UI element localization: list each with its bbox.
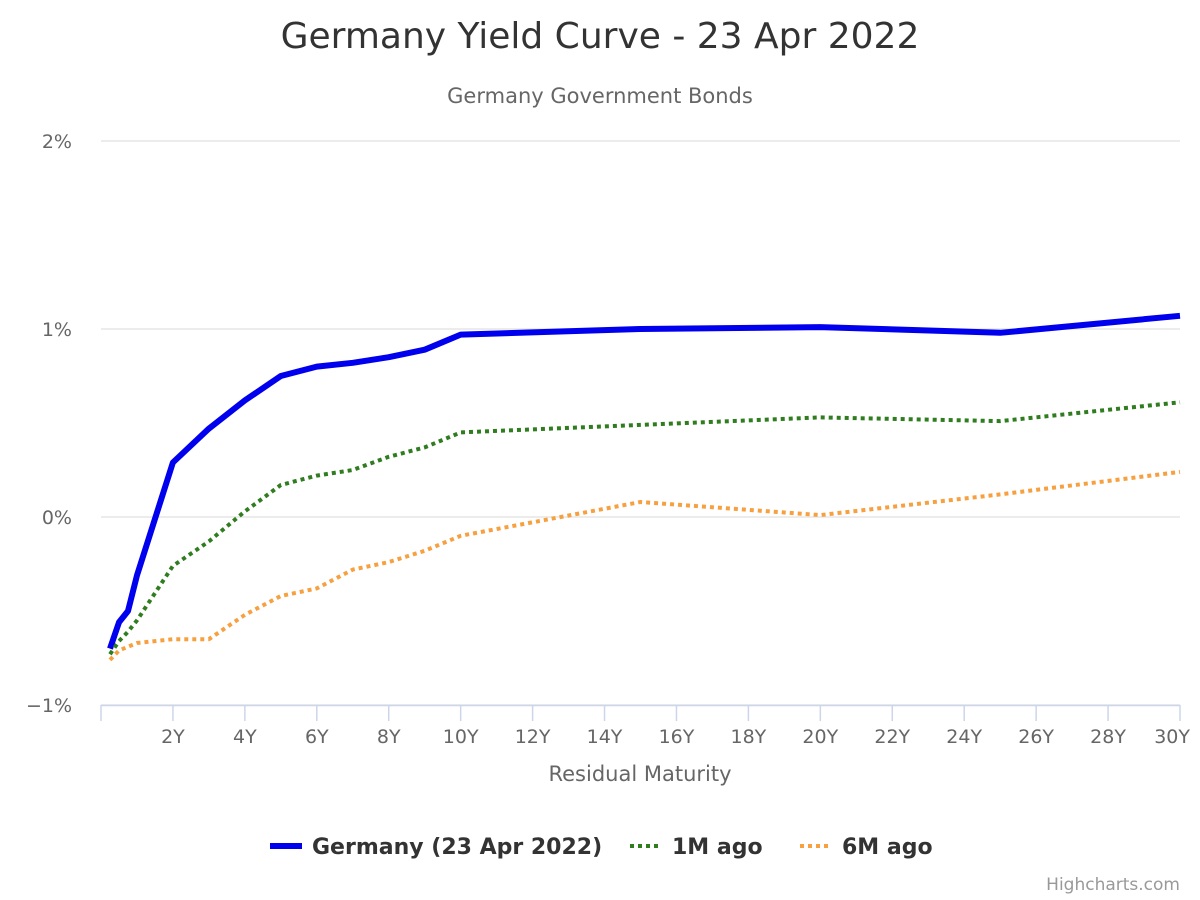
y-tick-label: 2% xyxy=(42,131,72,153)
x-axis-title: Residual Maturity xyxy=(548,762,731,786)
x-tick-label: 26Y xyxy=(1018,726,1054,748)
x-tick-label: 4Y xyxy=(233,726,257,748)
legend-item-0[interactable]: Germany (23 Apr 2022) xyxy=(270,835,602,860)
y-axis: 2% 1% 0% −1% xyxy=(26,131,72,717)
legend-label: 1M ago xyxy=(672,835,763,860)
x-tick-label: 20Y xyxy=(802,726,838,748)
x-tick-label: 22Y xyxy=(874,726,910,748)
x-tick-label: 6Y xyxy=(305,726,329,748)
y-tick-label: 1% xyxy=(42,319,72,341)
credits-link[interactable]: Highcharts.com xyxy=(1046,875,1180,895)
y-tick-label: −1% xyxy=(26,695,72,717)
series-lines xyxy=(107,312,1181,662)
x-tick-label: 16Y xyxy=(659,726,695,748)
series-line-1[interactable] xyxy=(108,400,1181,656)
chart-subtitle: Germany Government Bonds xyxy=(447,84,753,108)
x-tick-label: 30Y xyxy=(1154,726,1190,748)
legend-item-1[interactable]: 1M ago xyxy=(630,835,763,860)
x-tick-label: 10Y xyxy=(443,726,479,748)
x-tick-label: 18Y xyxy=(731,726,767,748)
series-line-0[interactable] xyxy=(107,312,1181,650)
series-line-2[interactable] xyxy=(108,469,1181,662)
legend: Germany (23 Apr 2022) 1M ago 6M ago xyxy=(270,835,933,860)
x-axis: 2Y 4Y 6Y 8Y 10Y 12Y 14Y 16Y 18Y 20Y 22Y 24Y 26Y 28Y 30… xyxy=(100,704,1190,748)
x-tick-label: 8Y xyxy=(377,726,401,748)
legend-item-2[interactable]: 6M ago xyxy=(800,835,933,860)
x-tick-label: 12Y xyxy=(515,726,551,748)
x-tick-label: 14Y xyxy=(587,726,623,748)
x-tick-label: 24Y xyxy=(946,726,982,748)
y-tick-label: 0% xyxy=(42,507,72,529)
x-tick-label: 28Y xyxy=(1090,726,1126,748)
legend-label: Germany (23 Apr 2022) xyxy=(312,835,602,860)
legend-label: 6M ago xyxy=(842,835,933,860)
x-tick-label: 2Y xyxy=(161,726,185,748)
chart-title: Germany Yield Curve - 23 Apr 2022 xyxy=(281,16,920,57)
